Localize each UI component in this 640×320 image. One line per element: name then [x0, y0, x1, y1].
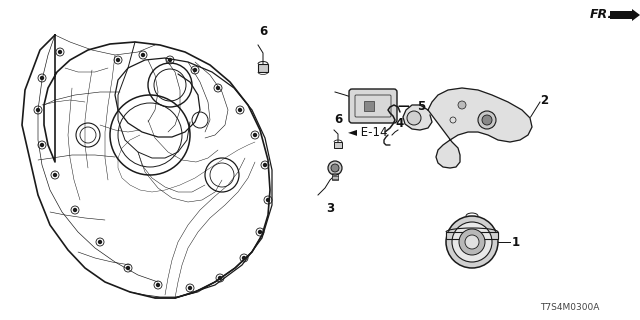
Circle shape: [478, 111, 496, 129]
Text: 6: 6: [334, 113, 342, 126]
Text: FR.: FR.: [590, 9, 613, 21]
Circle shape: [458, 101, 466, 109]
Text: 4: 4: [395, 117, 403, 130]
Circle shape: [407, 111, 421, 125]
Circle shape: [331, 164, 339, 172]
Circle shape: [242, 256, 246, 260]
Circle shape: [238, 108, 242, 112]
Circle shape: [266, 198, 270, 202]
Circle shape: [482, 115, 492, 125]
Circle shape: [459, 229, 485, 255]
Polygon shape: [403, 105, 432, 130]
Circle shape: [40, 143, 44, 147]
Circle shape: [253, 133, 257, 137]
Circle shape: [216, 86, 220, 90]
Bar: [258, 64, 268, 72]
Text: ◄ E-14: ◄ E-14: [348, 125, 387, 139]
Circle shape: [328, 161, 342, 175]
Circle shape: [36, 108, 40, 112]
FancyBboxPatch shape: [349, 89, 397, 123]
Circle shape: [258, 230, 262, 234]
Circle shape: [168, 58, 172, 62]
Circle shape: [452, 222, 492, 262]
Circle shape: [116, 58, 120, 62]
Circle shape: [156, 283, 160, 287]
Text: 6: 6: [259, 25, 267, 38]
Circle shape: [446, 216, 498, 268]
Bar: [364, 101, 374, 111]
Circle shape: [40, 76, 44, 80]
Circle shape: [188, 286, 192, 290]
Text: T7S4M0300A: T7S4M0300A: [540, 303, 600, 312]
Text: —  5: — 5: [398, 100, 426, 113]
Circle shape: [465, 235, 479, 249]
Bar: [332, 168, 338, 180]
Circle shape: [52, 173, 57, 177]
Bar: [334, 142, 342, 148]
Circle shape: [98, 240, 102, 244]
Circle shape: [73, 208, 77, 212]
Circle shape: [126, 266, 130, 270]
Text: 3: 3: [326, 202, 334, 215]
Polygon shape: [446, 232, 498, 239]
Circle shape: [218, 276, 222, 280]
Circle shape: [141, 53, 145, 57]
Text: 2: 2: [540, 93, 548, 107]
Text: 1: 1: [512, 236, 520, 249]
Circle shape: [263, 163, 268, 167]
Circle shape: [58, 50, 62, 54]
Polygon shape: [428, 88, 532, 168]
FancyArrow shape: [610, 9, 640, 21]
Circle shape: [193, 68, 197, 72]
